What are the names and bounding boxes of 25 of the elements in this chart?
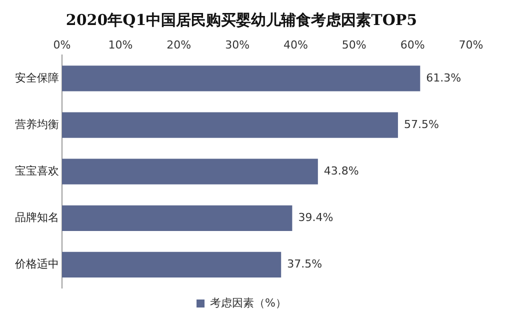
bar — [62, 205, 292, 231]
x-tick-label: 60% — [400, 38, 425, 52]
x-tick-label: 20% — [166, 38, 192, 52]
y-tick-label: 安全保障 — [15, 71, 59, 84]
y-tick-label: 品牌知名 — [15, 211, 59, 224]
bar — [62, 252, 282, 278]
bar — [62, 112, 398, 138]
y-tick-label: 营养均衡 — [15, 118, 59, 131]
chart-title: 2020年Q1中国居民购买婴幼儿辅食考虑因素TOP5 — [66, 10, 418, 29]
x-tick-label: 0% — [53, 38, 71, 52]
legend-label: 考虑因素（%） — [210, 296, 286, 310]
x-tick-label: 10% — [108, 38, 133, 52]
text: 39.4% — [298, 211, 334, 224]
text: 37.5% — [287, 258, 322, 271]
y-tick-label: 价格适中 — [14, 258, 59, 271]
text: 61.3% — [426, 71, 462, 84]
x-tick-label: 30% — [225, 38, 250, 52]
x-tick-label: 70% — [458, 38, 484, 52]
y-tick-label: 宝宝喜欢 — [15, 164, 59, 178]
bar — [62, 158, 318, 184]
x-tick-label: 50% — [342, 38, 366, 52]
bar — [62, 66, 420, 92]
text: 43.8% — [324, 164, 359, 178]
text: 57.5% — [404, 118, 439, 131]
x-tick-label: 40% — [283, 38, 308, 52]
